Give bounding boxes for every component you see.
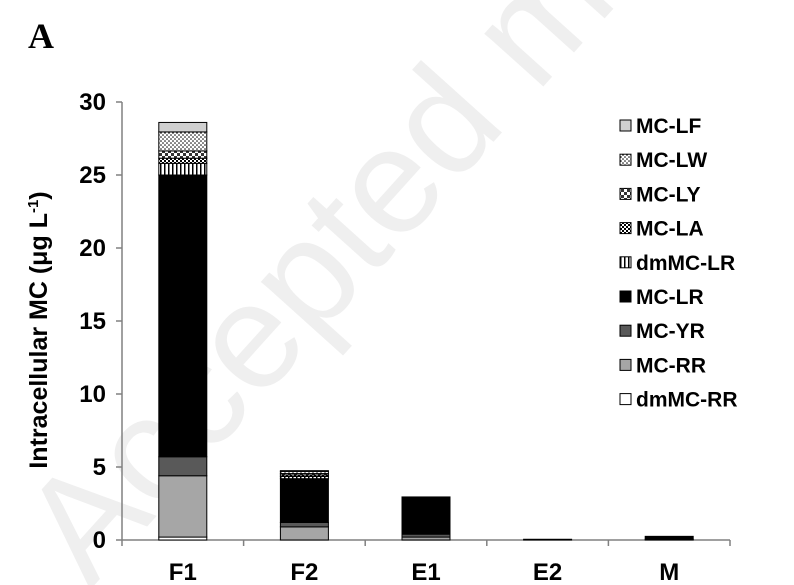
legend-swatch — [619, 119, 632, 132]
x-axis: F1 F2 E1 E2 M — [121, 539, 731, 585]
legend-label: dmMC-LR — [636, 252, 735, 275]
bar-segment-mc-lr — [158, 174, 208, 458]
y-tick-label: 20 — [79, 235, 106, 262]
legend-swatch — [619, 393, 632, 406]
legend-swatch — [619, 187, 632, 200]
legend-swatch — [619, 256, 632, 269]
x-category-label: E2 — [533, 559, 562, 585]
y-axis: 0 5 10 15 20 25 30 — [79, 89, 123, 554]
legend-label: MC-LY — [636, 183, 701, 206]
legend-label: MC-LW — [636, 149, 707, 172]
x-category-label: M — [659, 559, 679, 585]
y-tick-label: 0 — [93, 527, 106, 554]
bar-segment-mc-la — [158, 157, 208, 164]
y-tick-label: 25 — [79, 162, 106, 189]
bar-segment-mc-yr — [279, 521, 329, 528]
bar-segment-mc-lf — [158, 121, 208, 133]
y-tick-label: 30 — [79, 89, 106, 116]
legend-label: dmMC-RR — [636, 389, 737, 412]
bar-segment-mc-rr — [279, 526, 329, 541]
legend-swatch — [619, 290, 632, 303]
legend-swatch — [619, 153, 632, 166]
legend-label: MC-LR — [636, 286, 704, 309]
legend-swatch — [619, 358, 632, 371]
y-axis-title: Intracellular MC (μg L-1) — [25, 191, 53, 468]
bar-segment-mc-lw — [158, 131, 208, 152]
bar-segment-mc-lr — [401, 496, 451, 535]
legend-swatch — [619, 324, 632, 337]
legend-swatch — [619, 222, 632, 235]
y-tick-label: 15 — [79, 308, 106, 335]
bar-segment-dmmc-lr — [158, 162, 208, 176]
panel-label: A — [28, 16, 54, 56]
bar-segment-mc-lf — [279, 470, 329, 472]
x-category-label: F2 — [290, 559, 318, 585]
bar-segment-mc-lr — [279, 478, 329, 523]
legend-label: MC-YR — [636, 320, 705, 343]
bar-segment-mc-rr — [158, 475, 208, 538]
bar-segment-mc-ly — [158, 150, 208, 159]
legend-label: MC-RR — [636, 354, 706, 377]
bar-segment-mc-yr — [158, 456, 208, 477]
legend: MC-LF MC-LW MC-LY MC-LA dmMC-LR MC-LR MC-YR MC-… — [619, 115, 737, 412]
bar-segment-mc-lr — [644, 535, 694, 540]
x-category-label: E1 — [411, 559, 440, 585]
bar-series-group — [158, 121, 694, 541]
legend-label: MC-LF — [636, 115, 701, 138]
y-tick-label: 5 — [93, 454, 106, 481]
x-category-label: F1 — [169, 559, 197, 585]
bar-segment-mc-rr — [523, 538, 573, 541]
legend-label: MC-LA — [636, 218, 704, 241]
y-tick-label: 10 — [79, 381, 106, 408]
